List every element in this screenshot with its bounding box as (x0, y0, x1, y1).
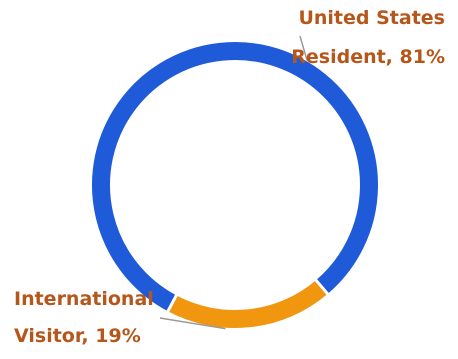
leader-line-international (159, 317, 226, 330)
slice-separator (166, 293, 179, 313)
leader-line-united-states (299, 35, 308, 61)
data-label-line1-united-states: United States (298, 7, 445, 29)
donut-slice-international-visitor (167, 280, 328, 328)
leader-lines (159, 35, 308, 330)
data-labels: United States Resident, 81% Internationa… (14, 7, 445, 347)
slice-separator (314, 278, 330, 296)
donut-slice-united-states-resident (92, 42, 378, 312)
donut-slices (92, 42, 378, 328)
data-label-line1-international: International (14, 288, 154, 310)
data-label-line2-international: Visitor, 19% (14, 325, 141, 347)
data-label-line2-united-states: Resident, 81% (291, 46, 445, 68)
